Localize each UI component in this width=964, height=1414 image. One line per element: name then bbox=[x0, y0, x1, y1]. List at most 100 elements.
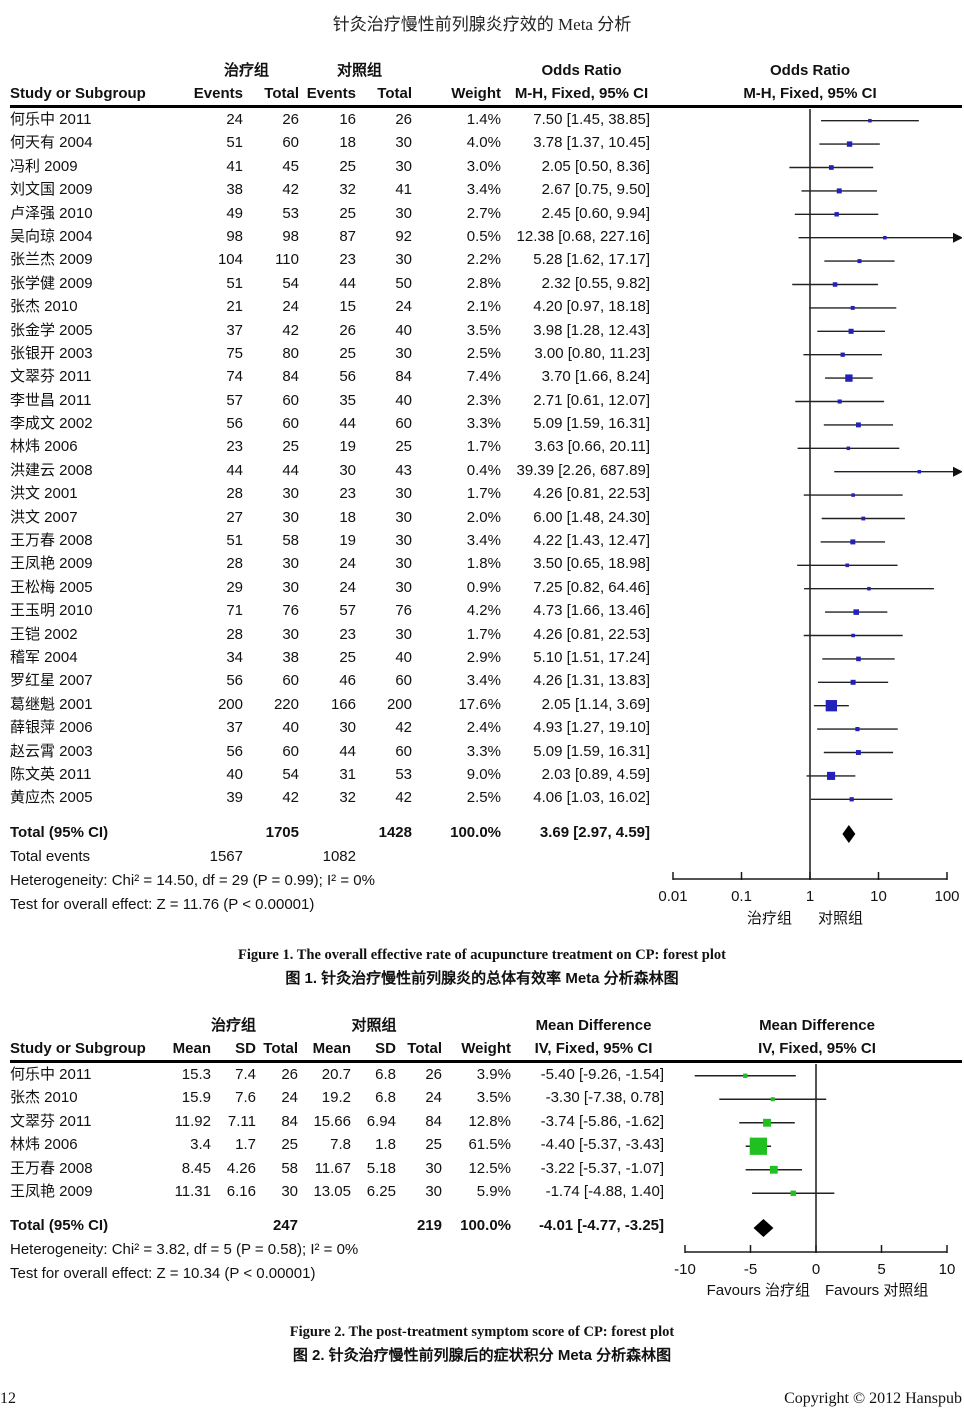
total-control: 30 bbox=[395, 485, 412, 503]
study-row: 王凤艳 2009 28 30 24 30 1.8% 3.50 [0.65, 18.98] bbox=[10, 552, 962, 575]
events-treat: 56 bbox=[226, 415, 243, 433]
plot-space bbox=[658, 225, 962, 248]
total-events-treat: 1567 bbox=[209, 847, 243, 865]
study-name: 文翠芬 2011 bbox=[10, 368, 92, 386]
header-spacer bbox=[446, 1014, 515, 1037]
ci-text: 7.25 [0.82, 64.46] bbox=[533, 578, 650, 596]
plot-space bbox=[672, 1110, 962, 1133]
plot-space bbox=[658, 365, 962, 388]
events-treat: 51 bbox=[226, 532, 243, 550]
study-name: 吴向琼 2004 bbox=[10, 227, 93, 245]
total-treat: 84 bbox=[281, 1112, 298, 1130]
total-treat: 60 bbox=[282, 742, 299, 760]
plot-space bbox=[658, 272, 962, 295]
study-name: 李成文 2002 bbox=[10, 415, 93, 433]
study-name: 洪建云 2008 bbox=[10, 461, 93, 479]
study-name: 王凤艳 2009 bbox=[10, 555, 93, 573]
ci-text: 5.09 [1.59, 16.31] bbox=[533, 742, 650, 760]
study-name: 张学健 2009 bbox=[10, 274, 93, 292]
page-title: 针灸治疗慢性前列腺炎疗效的 Meta 分析 bbox=[332, 15, 632, 34]
plot-space bbox=[658, 342, 962, 365]
ci-text: -3.74 [-5.86, -1.62] bbox=[540, 1112, 664, 1130]
figure2-study-rows: 何乐中 2011 15.3 7.4 26 20.7 6.8 26 3.9% -5.40 [-9.… bbox=[10, 1063, 962, 1203]
weight: 17.6% bbox=[458, 695, 501, 713]
events-treat: 29 bbox=[226, 578, 243, 596]
study-row: 张银开 2003 75 80 25 30 2.5% 3.00 [0.80, 11.23] bbox=[10, 342, 962, 365]
plot-space bbox=[658, 763, 962, 786]
events-treat: 74 bbox=[226, 368, 243, 386]
total-treat: 24 bbox=[282, 298, 299, 316]
total-treat: 53 bbox=[282, 204, 299, 222]
total-control-n: 219 bbox=[416, 1217, 442, 1235]
plot-space bbox=[658, 155, 962, 178]
total-treat: 60 bbox=[282, 391, 299, 409]
study-name: 何天有 2004 bbox=[10, 134, 93, 152]
mean-control: 20.7 bbox=[321, 1066, 351, 1083]
empty-cell bbox=[360, 845, 416, 869]
figure1-table-header: 治疗组 对照组 Odds Ratio Odds Ratio Study or S… bbox=[10, 59, 962, 108]
plot-space bbox=[658, 786, 962, 809]
ci-text: 4.26 [1.31, 13.83] bbox=[533, 672, 650, 690]
events-treat: 71 bbox=[226, 602, 243, 620]
study-row: 洪文 2001 28 30 23 30 1.7% 4.26 [0.81, 22.53] bbox=[10, 482, 962, 505]
plot-space bbox=[672, 1180, 962, 1203]
weight: 2.0% bbox=[466, 508, 501, 526]
events-control: 44 bbox=[339, 742, 356, 760]
total-treat: 54 bbox=[282, 274, 299, 292]
total-control: 30 bbox=[425, 1159, 442, 1177]
study-row: 王万春 2008 8.45 4.26 58 11.67 5.18 30 12.5% -3.22 … bbox=[10, 1157, 962, 1180]
total-control: 200 bbox=[386, 695, 412, 713]
plot-space bbox=[658, 295, 962, 318]
total-treat: 26 bbox=[282, 111, 299, 128]
total-treat: 45 bbox=[282, 157, 299, 175]
events-control: 32 bbox=[339, 789, 356, 807]
figure1-caption-en: Figure 1. The overall effective rate of … bbox=[238, 947, 726, 963]
events-control: 35 bbox=[339, 391, 356, 409]
study-row: 张学健 2009 51 54 44 50 2.8% 2.32 [0.55, 9.82] bbox=[10, 272, 962, 295]
events-treat: 56 bbox=[226, 742, 243, 760]
events-control: 25 bbox=[339, 204, 356, 222]
weight-column-header: Weight bbox=[451, 85, 501, 102]
figure1-total-row: Total (95% CI) 1705 1428 100.0% 3.69 [2.… bbox=[10, 820, 962, 845]
events-control: 46 bbox=[339, 672, 356, 690]
figure1-study-rows: 何乐中 2011 24 26 16 26 1.4% 7.50 [1.45, 38.85] 何天… bbox=[10, 108, 962, 810]
study-row: 陈文英 2011 40 54 31 53 9.0% 2.03 [0.89, 4.59] bbox=[10, 763, 962, 786]
total-treat: 38 bbox=[282, 648, 299, 666]
empty-cell bbox=[355, 1213, 400, 1238]
plot-space bbox=[658, 108, 962, 131]
events-treat: 24 bbox=[226, 111, 243, 128]
total-treat: 60 bbox=[282, 134, 299, 152]
plot-space bbox=[658, 202, 962, 225]
ci-text: 4.22 [1.43, 12.47] bbox=[533, 532, 650, 550]
total-control: 50 bbox=[395, 274, 412, 292]
ci-text: 5.09 [1.59, 16.31] bbox=[533, 415, 650, 433]
events-control: 18 bbox=[339, 134, 356, 152]
study-name: 林炜 2006 bbox=[10, 438, 78, 456]
events-control: 19 bbox=[339, 532, 356, 550]
study-row: 王万春 2008 51 58 19 30 3.4% 4.22 [1.43, 12.47] bbox=[10, 529, 962, 552]
page-number: 12 bbox=[0, 1390, 16, 1407]
total-treat: 220 bbox=[273, 695, 299, 713]
study-name: 赵云霄 2003 bbox=[10, 742, 93, 760]
empty-cell bbox=[416, 845, 505, 869]
events-control: 87 bbox=[339, 227, 356, 245]
figure2-table-header: 治疗组 对照组 Mean Difference Mean Difference … bbox=[10, 1014, 962, 1063]
empty-cell bbox=[247, 845, 303, 869]
empty-cell bbox=[302, 1213, 355, 1238]
total-control: 30 bbox=[425, 1182, 442, 1200]
weight: 3.3% bbox=[466, 742, 501, 760]
total-column-header: Total bbox=[377, 85, 412, 102]
events-control: 24 bbox=[339, 578, 356, 596]
ci-text: 12.38 [0.68, 227.16] bbox=[516, 227, 650, 245]
weight: 3.9% bbox=[476, 1066, 511, 1083]
events-column-header: Events bbox=[306, 85, 356, 102]
plot-space bbox=[658, 459, 962, 482]
events-control: 56 bbox=[339, 368, 356, 386]
figure2-heterogeneity: Heterogeneity: Chi² = 3.82, df = 5 (P = … bbox=[10, 1241, 359, 1259]
study-name: 葛继魁 2001 bbox=[10, 695, 93, 713]
weight: 3.5% bbox=[476, 1089, 511, 1107]
ci-text: -3.30 [-7.38, 0.78] bbox=[545, 1089, 664, 1107]
events-control: 16 bbox=[339, 111, 356, 128]
header-spacer bbox=[10, 59, 190, 82]
events-treat: 51 bbox=[226, 274, 243, 292]
